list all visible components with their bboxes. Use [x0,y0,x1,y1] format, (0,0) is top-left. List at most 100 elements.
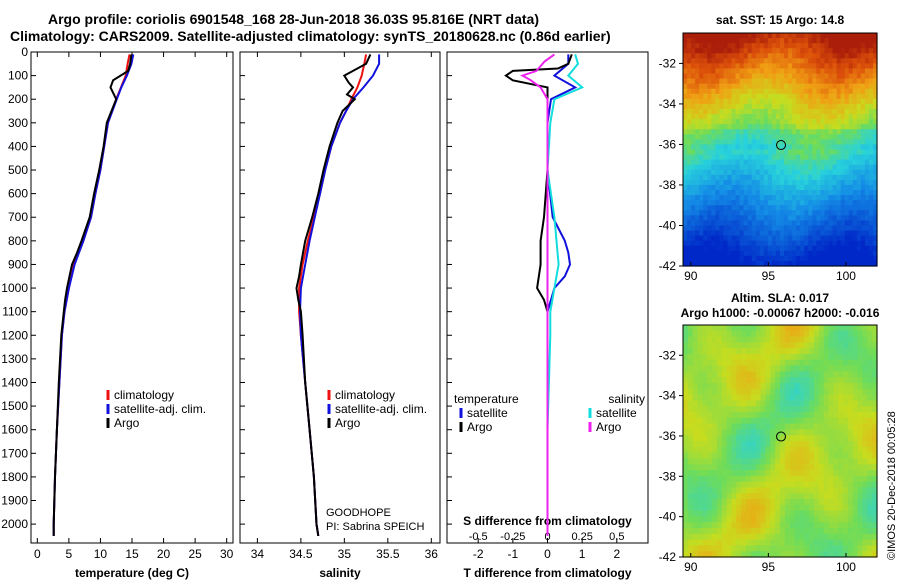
sst-map-cell [872,205,878,211]
sst-map-cell [816,225,822,232]
sst-map-cell [836,260,842,267]
sst-map-cell [784,53,789,59]
sst-map-cell [707,43,712,49]
sla-map-cell [780,533,786,541]
sst-map-cell [771,245,777,252]
sst-map-cell [828,114,834,120]
sla-map-cell [721,417,728,425]
sst-map-cell [711,38,716,44]
sst-map-cell [852,78,858,85]
sst-map-cell [864,68,870,75]
sla-map-cell [823,412,830,419]
sst-map-cell [824,255,830,262]
sst-map-cell [775,53,781,59]
sla-map-cell [750,342,757,349]
sla-map-cell [736,458,742,465]
sst-map-cell [808,255,813,262]
sla-map-cell [838,336,844,343]
sla-map-cell [818,504,825,512]
sst-map-cell [860,159,866,166]
sst-map-cell [800,48,805,54]
sst-map-cell [868,179,874,186]
sst-map-cell [860,164,866,171]
sst-map-cell [715,255,720,262]
sla-map-cell [789,499,796,506]
sst-map-cell [771,159,777,166]
sla-map-cell [726,446,733,454]
sla-map-cell [784,383,791,390]
sla-map-cell [721,400,728,407]
sla-map-cell [804,487,810,494]
sst-map-cell [755,78,761,85]
sst-map-cell [771,164,777,171]
sla-map-cell [843,359,849,367]
sla-map-cell [750,359,757,367]
sst-map-cell [844,200,850,206]
sla-map-cell [852,475,859,483]
depth-tick-label: 900 [8,257,28,271]
sla-map-cell [813,354,820,361]
sla-map-cell [857,516,864,523]
sst-map-cell [816,43,822,49]
sla-map-cell [862,330,868,338]
sla-map-cell [843,470,849,477]
sst-map-cell [747,114,753,120]
sst-map-cell [852,43,858,49]
sst-map-cell [784,124,789,130]
sst-map-cell [687,93,692,100]
sst-map-cell [719,129,725,135]
sla-map-cell [716,516,723,523]
sla-map-cell [736,377,742,384]
sla-map-cell [765,435,771,442]
sst-map-cell [788,78,793,85]
sst-map-cell [868,245,874,252]
sla-map-cell [799,330,805,338]
sst-map-cell [719,58,725,64]
sla-map-cell [755,342,762,349]
sla-map-cell [847,481,854,488]
sla-map-cell [833,325,839,332]
sla-map-cell [712,446,718,454]
sst-map-cell [784,235,789,242]
sst-map-cell [727,63,733,70]
sst-map-cell [703,144,708,151]
sla-map-cell [712,487,718,494]
sla-map-cell [813,441,820,448]
sst-map-cell [719,205,725,211]
sla-map-cell [823,470,830,477]
sla-map-cell [683,412,689,419]
sst-map-cell [735,149,741,156]
sst-map-cell [687,154,692,161]
sla-map-cell [789,551,796,558]
sst-map-cell [719,88,725,95]
sla-map-cell [760,435,767,442]
sst-map-cell [852,108,858,115]
sst-map-cell [723,205,729,211]
sst-map-cell [759,240,765,247]
sst-map-cell [836,139,842,146]
sla-map-cell [775,412,781,419]
sst-map-cell [796,205,801,211]
sst-map-cell [840,230,846,237]
sla-map-cell [872,493,878,500]
sst-map-cell [767,124,773,130]
sst-map-cell [868,225,874,232]
depth-tick-label: 2000 [1,517,28,531]
sst-map-cell [775,190,781,196]
sst-map-cell [707,154,712,161]
sla-map-cell [741,493,747,500]
sla-map-cell [736,545,742,552]
sst-map-cell [800,53,805,59]
sst-map-cell [812,255,817,262]
sst-map-cell [707,200,712,206]
sst-map-cell [703,255,708,262]
sla-map-cell [799,528,805,535]
sst-map-cell [735,103,741,110]
sst-map-cell [695,174,700,181]
sla-map-cell [867,441,873,448]
sst-map-cell [715,159,720,166]
sla-map-cell [746,354,752,361]
sst-map-cell [832,63,838,70]
sst-title: sat. SST: 15 Argo: 14.8 [716,13,845,27]
sst-map-cell [832,33,838,39]
